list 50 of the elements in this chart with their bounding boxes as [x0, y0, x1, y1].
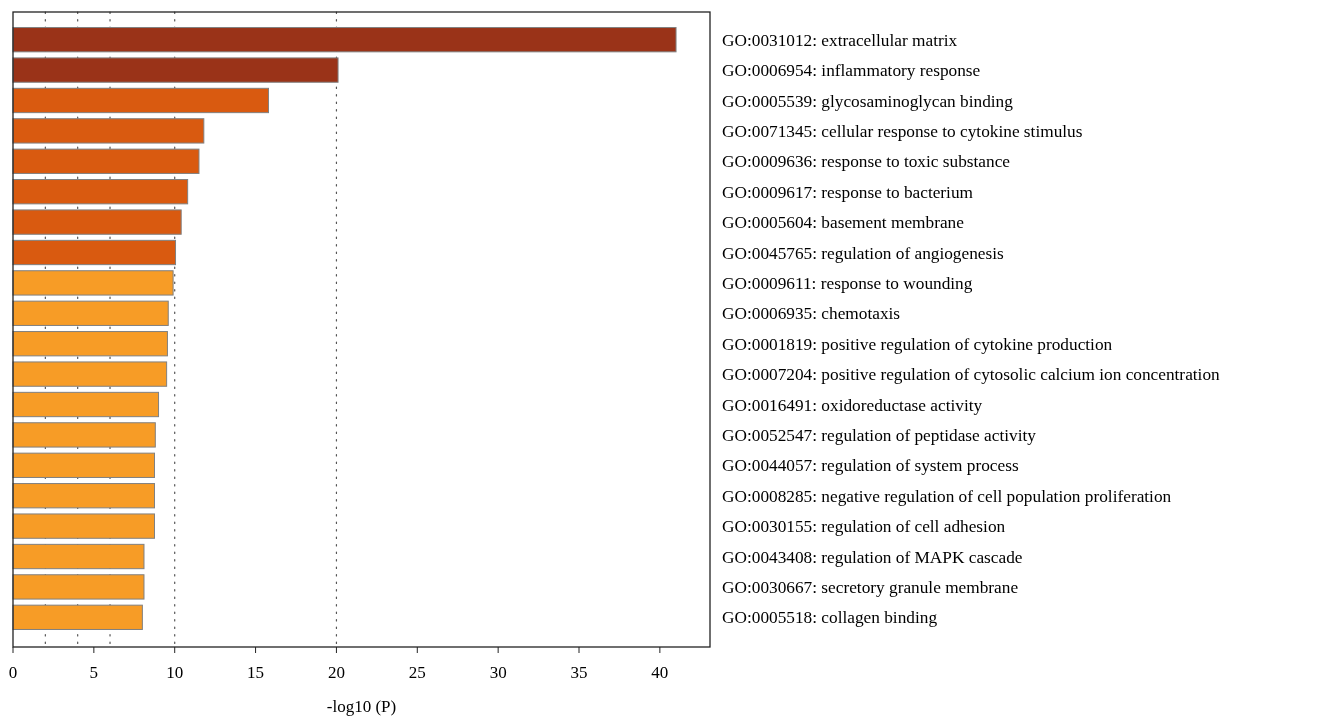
x-tick-label: 20	[327, 663, 345, 682]
y-tick-label: GO:0005604: basement membrane	[722, 213, 965, 233]
bar	[12, 148, 200, 174]
bar	[12, 270, 174, 296]
y-tick-label: GO:0009611: response to wounding	[722, 273, 973, 293]
y-tick-label: GO:0030667: secretory granule membrane	[722, 577, 1019, 597]
bar	[12, 179, 189, 205]
x-tick-label: 5	[89, 663, 99, 682]
y-tick-label: GO:0005518: collagen binding	[722, 608, 938, 628]
bar	[12, 87, 270, 114]
y-tick-label: GO:0009636: response to toxic substance	[722, 152, 1011, 172]
bar	[12, 604, 143, 630]
bar	[12, 300, 169, 326]
bar	[12, 391, 160, 418]
x-tick-label: 30	[489, 663, 507, 682]
x-tick-label: 25	[408, 663, 426, 682]
y-tick-label: GO:0008285: negative regulation of cell population proliferation	[722, 486, 1172, 506]
y-tick-label: GO:0071345: cellular response to cytokine stimulus	[722, 121, 1083, 141]
y-tick-label: GO:0009617: response to bacterium	[722, 182, 974, 202]
y-tick-label: GO:0001819: positive regulation of cytokine production	[722, 334, 1113, 354]
y-tick-label: GO:0007204: positive regulation of cytosolic calcium ion concentration	[722, 365, 1221, 385]
x-tick-label: 10	[166, 663, 184, 682]
bar	[12, 361, 168, 387]
y-tick-label: GO:0006935: chemotaxis	[722, 304, 901, 324]
bar	[12, 452, 155, 478]
y-tick-label: GO:0005539: glycosaminoglycan binding	[722, 91, 1014, 111]
bar	[12, 574, 145, 600]
bar	[12, 118, 205, 144]
bar	[12, 209, 182, 235]
bar	[12, 331, 168, 357]
x-tick-label: 0	[8, 663, 18, 682]
y-tick-label: GO:0043408: regulation of MAPK cascade	[722, 547, 1023, 567]
y-tick-label: GO:0016491: oxidoreductase activity	[722, 395, 983, 415]
bar	[12, 239, 177, 266]
y-tick-label: GO:0044057: regulation of system process	[722, 456, 1019, 476]
x-axis-title: -log10 (P)	[326, 697, 397, 716]
x-tick-label: 15	[247, 663, 265, 682]
x-tick-label: 40	[651, 663, 669, 682]
bar	[12, 422, 156, 448]
x-tick-label: 35	[570, 663, 588, 682]
y-tick-label: GO:0045765: regulation of angiogenesis	[722, 243, 1005, 263]
y-tick-label: GO:0006954: inflammatory response	[722, 61, 981, 81]
bar	[12, 513, 155, 539]
y-tick-label: GO:0052547: regulation of peptidase activity	[722, 425, 1037, 445]
bar	[12, 27, 677, 53]
y-tick-label: GO:0030155: regulation of cell adhesion	[722, 517, 1006, 537]
bar	[12, 57, 339, 83]
bar	[12, 543, 145, 570]
bar	[12, 483, 155, 509]
y-tick-label: GO:0031012: extracellular matrix	[722, 30, 958, 50]
